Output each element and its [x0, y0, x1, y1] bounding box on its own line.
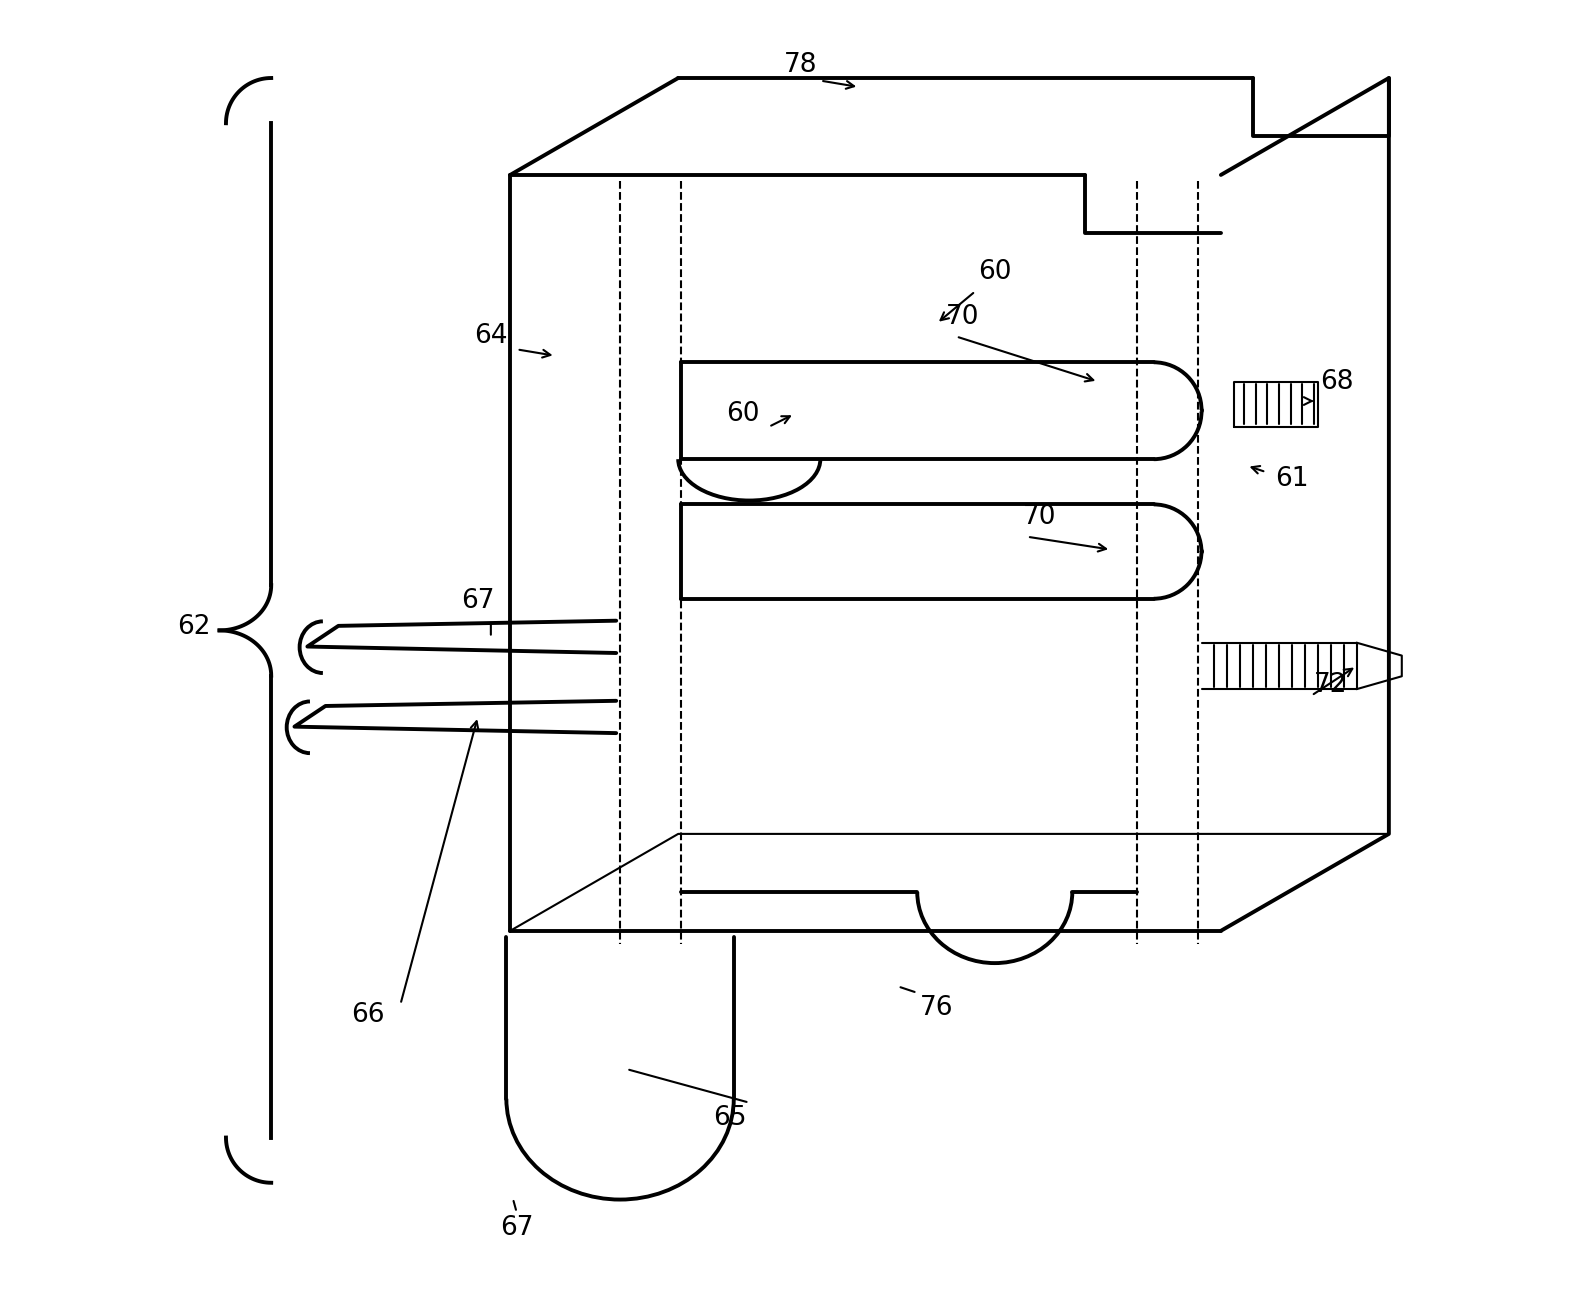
Text: 67: 67	[461, 588, 494, 614]
Text: 60: 60	[726, 401, 760, 427]
Text: 66: 66	[351, 1002, 385, 1028]
Text: 76: 76	[920, 995, 953, 1021]
Text: 78: 78	[785, 52, 818, 78]
Text: 60: 60	[977, 259, 1012, 285]
Text: 68: 68	[1320, 368, 1354, 394]
Text: 62: 62	[176, 614, 210, 640]
Text: 65: 65	[713, 1105, 747, 1131]
Text: 67: 67	[501, 1215, 534, 1241]
Text: 61: 61	[1276, 465, 1309, 491]
Text: 72: 72	[1314, 673, 1347, 699]
Text: 70: 70	[945, 304, 979, 330]
Text: 64: 64	[474, 324, 507, 350]
Text: 70: 70	[1023, 504, 1057, 530]
